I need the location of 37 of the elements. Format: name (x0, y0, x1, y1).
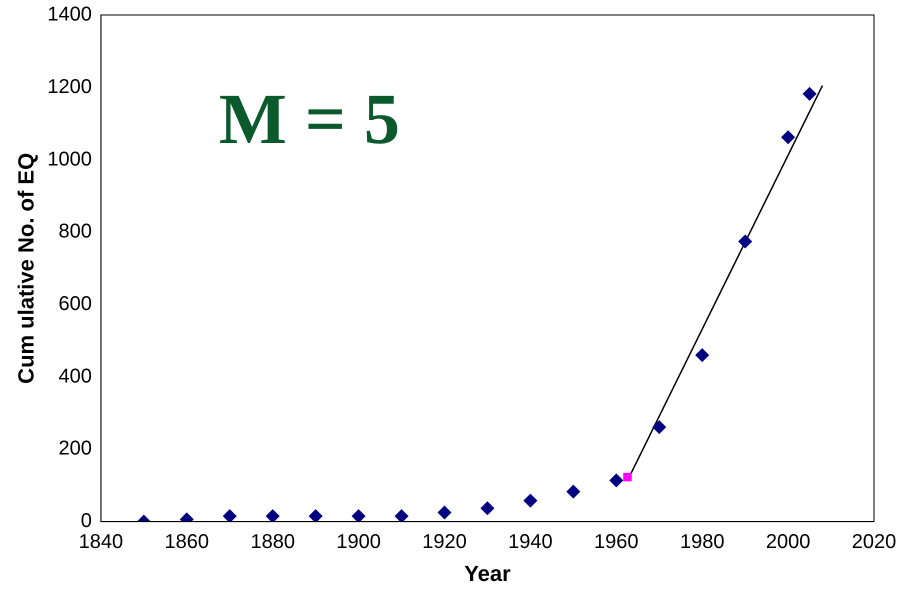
point (222, 509, 237, 522)
point (695, 348, 710, 362)
point (308, 509, 323, 522)
point (652, 420, 666, 434)
point (394, 509, 409, 522)
point (802, 86, 817, 101)
point (352, 509, 366, 522)
y-axis-title: Cum ulative No. of EQ (13, 152, 38, 384)
x-axis-title: Year (464, 560, 512, 586)
point (523, 494, 538, 508)
point (437, 506, 452, 520)
y-tick-label: 1200 (47, 76, 92, 98)
y-tick-label: 200 (58, 438, 92, 460)
y-tick-label: 400 (58, 365, 92, 388)
x-tick-label: 1900 (336, 531, 381, 554)
annotation: M = 5 (218, 79, 400, 159)
x-tick-label: 1920 (422, 531, 467, 554)
y-tick-label: 1000 (47, 148, 92, 170)
y-tick-label: 600 (58, 293, 92, 315)
x-tick-label: 1940 (508, 531, 553, 554)
x-tick-label: 1840 (78, 531, 124, 554)
x-tick-label: 1860 (164, 531, 210, 554)
x-tick-label: 2000 (766, 531, 810, 554)
point (781, 130, 796, 144)
y-tick-label: 1400 (47, 4, 92, 26)
x-tick-label: 1960 (594, 531, 639, 554)
y-tick-label: 0 (80, 510, 92, 532)
y-tick-label: 800 (58, 220, 92, 243)
point (738, 234, 752, 249)
point (266, 509, 280, 522)
x-tick-label: 2020 (852, 531, 896, 554)
point (623, 472, 632, 482)
x-tick-label: 1880 (250, 531, 295, 554)
point (566, 484, 580, 499)
point (609, 473, 624, 488)
point (480, 501, 494, 516)
x-tick-label: 1980 (680, 531, 724, 554)
